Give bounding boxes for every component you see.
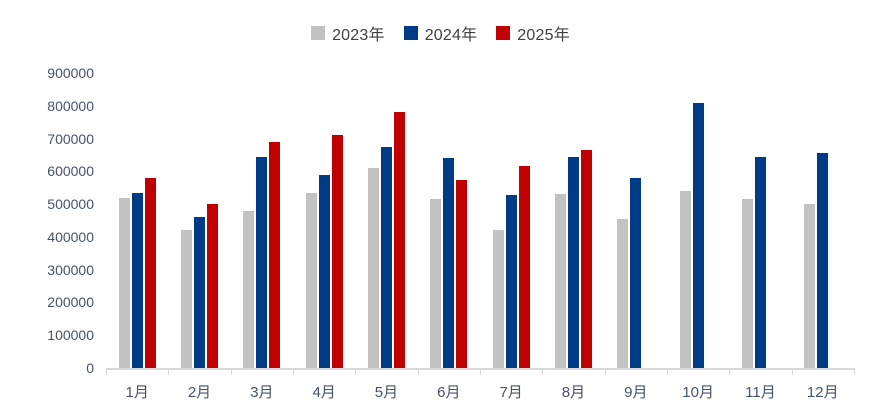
bar: [331, 135, 343, 368]
x-axis-tick: [542, 368, 543, 375]
bar-group: 5月: [355, 73, 417, 401]
bar-group: 4月: [293, 73, 355, 401]
x-axis-tick: [168, 368, 169, 375]
x-axis-tick: [106, 368, 107, 375]
legend-swatch-icon: [496, 26, 511, 40]
bar-group: 8月: [542, 73, 604, 401]
y-axis-tick-label: 100000: [47, 327, 94, 344]
bar: [393, 112, 405, 368]
x-axis-tick: [355, 368, 356, 375]
legend-label: 2025年: [517, 27, 570, 44]
legend-item: 2025年: [496, 21, 570, 45]
bar: [318, 174, 330, 368]
bar: [118, 197, 130, 368]
legend-item: 2024年: [403, 21, 478, 45]
x-axis-category-label: 11月: [745, 384, 776, 401]
bar: [518, 166, 530, 368]
legend-swatch-icon: [403, 26, 418, 40]
bar: [380, 146, 392, 368]
x-axis-category-label: 5月: [374, 384, 399, 401]
legend-swatch-icon: [311, 26, 326, 40]
bar: [243, 210, 255, 368]
x-axis-category-label: 2月: [187, 384, 212, 401]
bar: [131, 192, 143, 368]
bar: [430, 199, 442, 368]
y-axis-tick-label: 0: [86, 360, 94, 376]
bar: [817, 153, 829, 368]
bar-group: 12月: [792, 73, 854, 401]
bar: [554, 194, 566, 368]
bar: [492, 230, 504, 368]
y-axis-tick-label: 400000: [47, 228, 94, 245]
bar: [741, 199, 753, 368]
x-axis-tick: [293, 368, 294, 375]
bar-group: 9月: [605, 73, 667, 401]
bar: [193, 217, 205, 368]
x-axis-category-label: 8月: [561, 384, 586, 401]
x-axis-category-label: 10月: [682, 384, 714, 401]
bar: [367, 168, 379, 368]
x-axis-tick: [667, 368, 668, 375]
bar: [505, 194, 517, 368]
x-axis-category-label: 7月: [499, 384, 523, 401]
bar: [443, 158, 455, 368]
bar: [630, 177, 642, 368]
x-axis-tick: [480, 368, 481, 375]
bar: [144, 177, 156, 368]
bar: [804, 204, 816, 368]
x-axis-category-label: 1月: [125, 384, 149, 401]
bar-group: 1月: [106, 73, 168, 401]
bar-group: 2月: [168, 73, 230, 401]
x-axis-category-label: 9月: [624, 384, 648, 401]
bar: [567, 156, 579, 368]
y-axis-tick-label: 300000: [47, 261, 94, 278]
y-axis-tick-label: 500000: [47, 196, 94, 213]
y-axis-tick-label: 700000: [47, 130, 94, 147]
bar: [180, 230, 192, 368]
x-axis-tick: [605, 368, 606, 375]
legend-item: 2023年: [311, 21, 385, 45]
x-axis-tick: [729, 368, 730, 375]
y-axis-tick-label: 900000: [47, 65, 94, 81]
x-axis-tick: [231, 368, 232, 375]
x-axis-category-label: 3月: [250, 384, 274, 401]
bar-groups: 1月 2月 3月 4月 5月 6月 7月 8月 9月 10月 11月 12月: [106, 73, 854, 401]
bar-group: 10月: [667, 73, 729, 401]
legend-label: 2023年: [332, 27, 385, 44]
x-axis-category-label: 12月: [806, 384, 839, 401]
bar: [679, 191, 691, 368]
x-axis-tick: [792, 368, 793, 375]
bar-group: 6月: [418, 73, 480, 401]
bar-group: 11月: [729, 73, 791, 401]
bar: [305, 192, 317, 368]
bar: [256, 156, 268, 368]
x-axis-tick: [418, 368, 419, 375]
y-axis-tick-label: 800000: [47, 97, 94, 114]
x-axis-tick: [854, 368, 855, 375]
bar: [456, 179, 468, 368]
legend-label: 2024年: [424, 27, 478, 44]
bar: [754, 156, 766, 368]
chart-legend: 2023年 2024年 2025年: [0, 21, 881, 45]
bar: [206, 204, 218, 368]
x-axis-category-label: 4月: [312, 384, 336, 401]
bar: [617, 218, 629, 368]
bar-group: 7月: [480, 73, 542, 401]
bar-group: 3月: [231, 73, 293, 401]
y-axis-tick-label: 200000: [47, 294, 94, 311]
bar: [692, 102, 704, 368]
bar: [269, 141, 281, 368]
y-axis-tick-label: 600000: [47, 163, 94, 180]
x-axis-category-label: 6月: [437, 384, 461, 401]
bar: [580, 150, 592, 368]
